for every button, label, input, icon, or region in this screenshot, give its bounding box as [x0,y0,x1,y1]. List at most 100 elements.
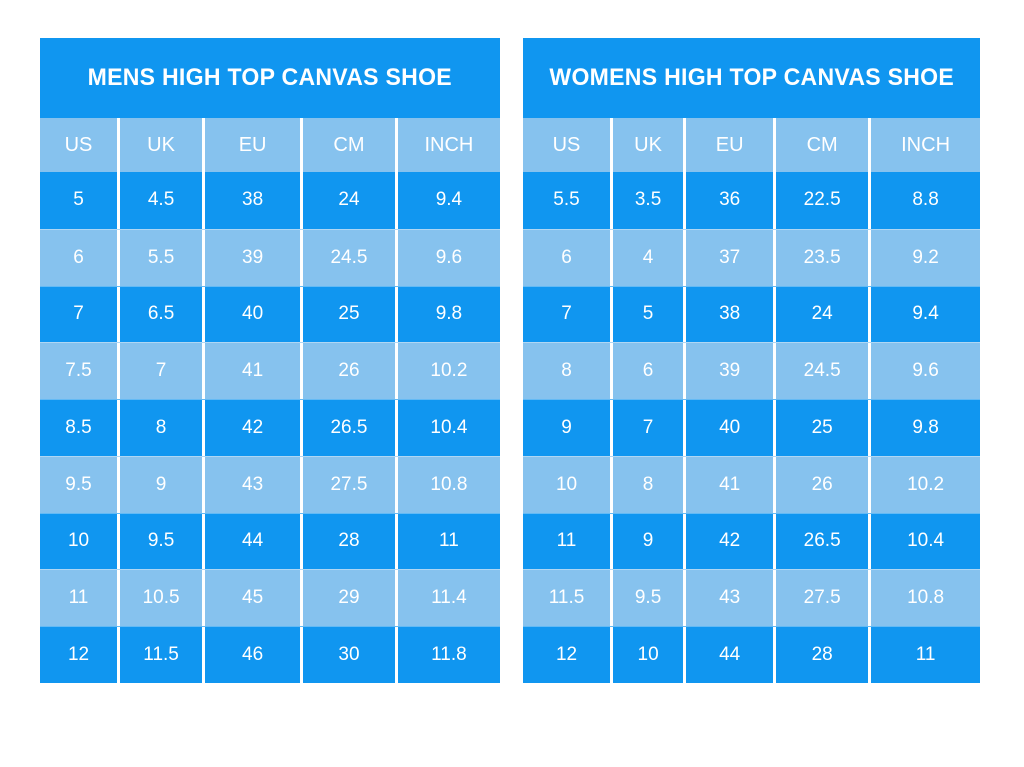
size-cell: 5.5 [120,229,206,286]
size-cell: 11 [523,513,614,570]
size-cell: 5.5 [523,172,614,229]
womens-column-header-row: US UK EU CM INCH [523,118,980,172]
size-cell: 27.5 [303,456,398,513]
size-cell: 41 [205,343,304,400]
size-cell: 7 [523,286,614,343]
table-row: 10 9.5 44 28 11 [40,512,500,570]
size-cell: 42 [205,400,304,456]
table-row: 8 6 39 24.5 9.6 [523,342,980,400]
size-cell: 10 [613,627,687,683]
womens-column-header-eu: EU [686,118,777,172]
size-cell: 43 [205,456,304,513]
size-cell: 9 [523,400,614,456]
size-cell: 40 [686,400,777,456]
table-row: 7.5 7 41 26 10.2 [40,342,500,400]
size-cell: 11.8 [431,644,467,665]
size-cell: 8 [120,400,206,456]
size-cell: 26 [776,456,872,513]
table-row: 12 10 44 28 11 [523,626,980,683]
size-cell: 7 [613,400,687,456]
size-cell: 11.5 [120,627,206,683]
mens-column-header-eu: EU [205,118,304,172]
size-cell: 9.5 [613,570,687,627]
size-cell: 43 [686,570,777,627]
size-cell: 24.5 [303,229,398,286]
size-cell: 36 [686,172,777,229]
size-cell: 7 [40,286,121,343]
size-cell: 11.4 [431,587,467,609]
size-cell: 26.5 [776,513,872,570]
table-row: 9.5 9 43 27.5 10.8 [40,455,500,513]
size-cell: 24 [303,172,398,229]
womens-column-header-inch: INCH [901,133,951,156]
size-cell: 9.8 [435,303,463,325]
size-cell: 11 [439,530,459,552]
womens-size-chart-table: WOMENS HIGH TOP CANVAS SHOE US UK EU CM … [523,38,980,683]
size-cell: 9.5 [120,513,206,570]
size-cell: 8 [613,456,687,513]
size-cell: 3.5 [613,172,687,229]
size-cell: 12 [523,627,614,683]
size-cell: 9.2 [912,246,939,268]
size-cell: 6.5 [120,286,206,343]
size-cell: 46 [205,627,304,683]
mens-table-title-text: MENS HIGH TOP CANVAS SHOE [87,64,453,91]
size-cell: 7 [120,343,206,400]
table-row: 11 9 42 26.5 10.4 [523,512,980,570]
size-cell: 25 [303,286,398,343]
mens-table-title: MENS HIGH TOP CANVAS SHOE [40,38,500,118]
size-cell: 39 [686,343,777,400]
size-cell: 30 [303,627,398,683]
table-row: 12 11.5 46 30 11.8 [40,626,500,683]
size-cell: 22.5 [776,172,872,229]
size-cell: 10.4 [430,416,468,438]
table-row: 11.5 9.5 43 27.5 10.8 [523,569,980,627]
size-cell: 9.4 [912,303,939,325]
size-cell: 6 [613,343,687,400]
size-cell: 44 [205,513,304,570]
size-cell: 4.5 [120,172,206,229]
size-cell: 26.5 [303,400,398,456]
womens-table-title: WOMENS HIGH TOP CANVAS SHOE [523,38,980,118]
table-row: 8.5 8 42 26.5 10.4 [40,399,500,456]
size-cell: 8.8 [912,189,939,211]
womens-table-body: 5.5 3.5 36 22.5 8.8 6 4 37 23.5 9.2 7 5 38 24 9.4 8 6 39 2… [523,172,980,683]
size-cell: 10.4 [907,530,945,552]
table-row: 5 4.5 38 24 9.4 [40,172,500,229]
size-cell: 42 [686,513,777,570]
size-cell: 9.8 [912,416,939,438]
table-row: 6 4 37 23.5 9.2 [523,228,980,286]
size-cell: 6 [40,229,121,286]
size-cell: 24 [776,286,872,343]
size-cell: 37 [686,229,777,286]
table-row: 10 8 41 26 10.2 [523,455,980,513]
womens-column-header-us: US [523,118,614,172]
mens-column-header-us: US [40,118,121,172]
table-row: 5.5 3.5 36 22.5 8.8 [523,172,980,229]
size-cell: 10.2 [907,473,945,495]
mens-table-body: 5 4.5 38 24 9.4 6 5.5 39 24.5 9.6 7 6.5 40 25 9.8 7.5 7 4… [40,172,500,683]
mens-size-chart-table: MENS HIGH TOP CANVAS SHOE US UK EU CM IN… [40,38,500,683]
mens-column-header-inch: INCH [424,133,474,156]
size-cell: 44 [686,627,777,683]
size-cell: 45 [205,570,304,627]
size-cell: 6 [523,229,614,286]
size-cell: 11.5 [523,570,614,627]
womens-column-header-cm: CM [776,118,872,172]
size-cell: 9.5 [40,456,121,513]
size-cell: 10 [523,456,614,513]
size-cell: 40 [205,286,304,343]
size-cell: 11 [40,570,121,627]
womens-table-title-text: WOMENS HIGH TOP CANVAS SHOE [549,64,954,91]
size-cell: 5 [40,172,121,229]
table-row: 7 5 38 24 9.4 [523,285,980,343]
table-row: 11 10.5 45 29 11.4 [40,569,500,627]
size-cell: 28 [303,513,398,570]
mens-column-header-row: US UK EU CM INCH [40,118,500,172]
size-chart-graphic: MENS HIGH TOP CANVAS SHOE US UK EU CM IN… [40,38,980,683]
size-cell: 24.5 [776,343,872,400]
size-cell: 9.4 [435,189,463,211]
size-cell: 9.6 [435,246,463,268]
size-cell: 11 [915,644,936,665]
size-cell: 23.5 [776,229,872,286]
